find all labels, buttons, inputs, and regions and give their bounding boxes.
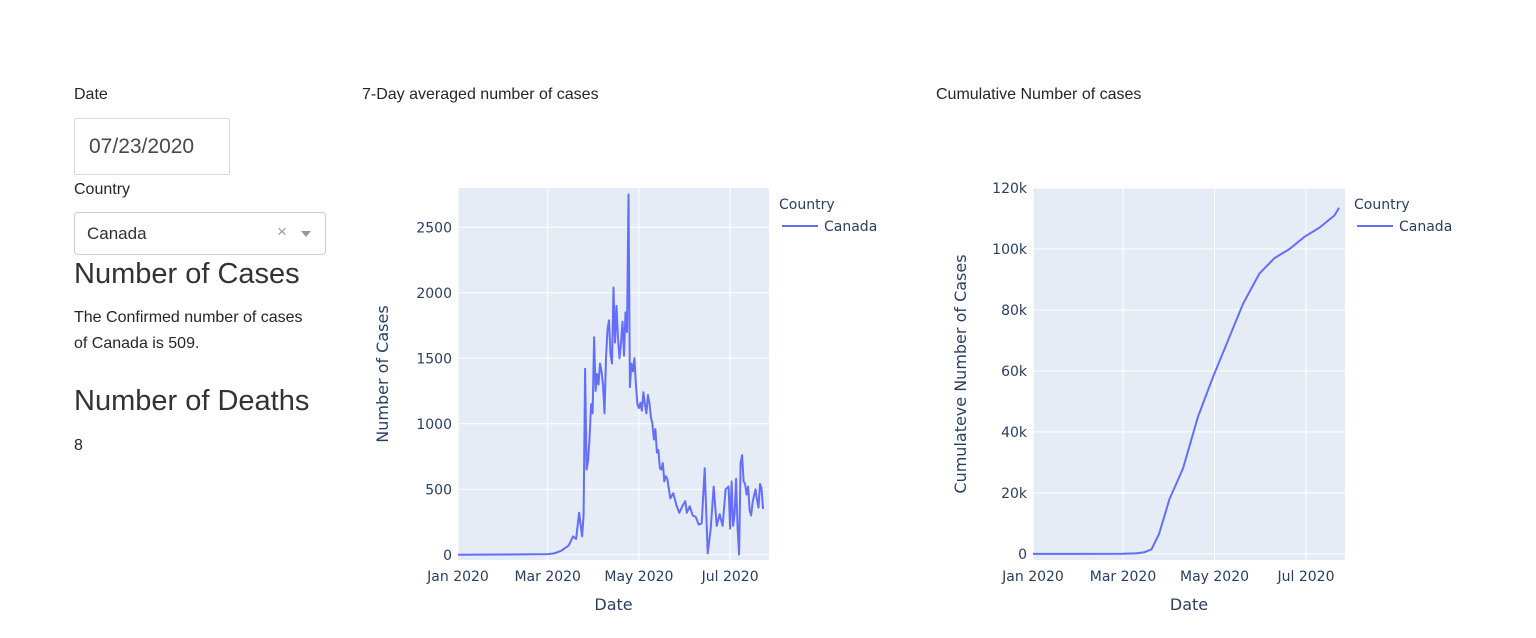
cases-heading: Number of Cases <box>74 258 300 290</box>
y-tick-label: 40k <box>1001 425 1028 441</box>
legend-item-label: Canada <box>1399 219 1452 235</box>
country-label: Country <box>74 181 131 198</box>
y-tick-label: 1500 <box>416 351 452 367</box>
y-tick-label: 80k <box>1001 303 1028 319</box>
x-tick-label: Mar 2020 <box>1090 569 1157 585</box>
y-tick-label: 2500 <box>416 220 452 236</box>
x-tick-label: May 2020 <box>1180 569 1249 585</box>
y-tick-label: 500 <box>425 482 452 498</box>
series-line-canada <box>457 193 764 556</box>
y-tick-label: 0 <box>1018 547 1027 563</box>
cumulative-cases-chart[interactable]: Jan 2020 Mar 2020 May 2020 Jul 2020 0 20k 40k 6… <box>951 181 1452 614</box>
legend-title: Country <box>779 197 835 213</box>
x-tick-label: Jan 2020 <box>1001 569 1064 585</box>
x-axis-title: Date <box>1170 595 1208 614</box>
clear-icon[interactable]: × <box>277 222 287 241</box>
x-tick-label: Jan 2020 <box>426 569 489 585</box>
y-tick-label: 0 <box>443 548 452 564</box>
x-tick-label: Jul 2020 <box>701 569 759 585</box>
y-tick-label: 120k <box>992 181 1028 197</box>
daily-cases-chart[interactable]: Jan 2020 Mar 2020 May 2020 Jul 2020 0 500 1000… <box>373 188 877 614</box>
y-tick-label: 20k <box>1001 486 1028 502</box>
plot-area <box>1033 188 1345 560</box>
cases-text-line-2: of Canada is 509. <box>74 335 200 352</box>
series-line-canada <box>1033 207 1340 555</box>
legend-title: Country <box>1354 197 1410 213</box>
cumulative-chart-title: Cumulative Number of cases <box>936 86 1142 103</box>
y-tick-label: 100k <box>992 242 1028 258</box>
deaths-heading: Number of Deaths <box>74 385 310 417</box>
y-axis-title: Cumulateve Number of Cases <box>951 254 970 493</box>
y-axis-title: Number of Cases <box>373 305 392 442</box>
x-axis-title: Date <box>594 595 632 614</box>
x-tick-label: Mar 2020 <box>514 569 581 585</box>
y-tick-label: 2000 <box>416 286 452 302</box>
cases-text: The Confirmed number of cases of Canada … <box>74 305 303 357</box>
daily-chart-title: 7-Day averaged number of cases <box>362 86 599 103</box>
date-picker-input[interactable]: 07/23/2020 <box>74 118 230 175</box>
y-tick-label: 1000 <box>416 417 452 433</box>
country-selected-value: Canada <box>87 224 147 243</box>
x-tick-label: Jul 2020 <box>1277 569 1335 585</box>
cases-text-line-1: The Confirmed number of cases <box>74 309 303 326</box>
y-tick-label: 60k <box>1001 364 1028 380</box>
date-value: 07/23/2020 <box>89 134 195 158</box>
x-tick-label: May 2020 <box>604 569 673 585</box>
date-label: Date <box>74 86 108 103</box>
legend-item-label: Canada <box>824 219 877 235</box>
plot-area <box>458 188 769 560</box>
deaths-value: 8 <box>74 437 83 454</box>
chevron-down-icon[interactable] <box>301 231 311 237</box>
country-dropdown[interactable]: Canada <box>74 212 326 255</box>
